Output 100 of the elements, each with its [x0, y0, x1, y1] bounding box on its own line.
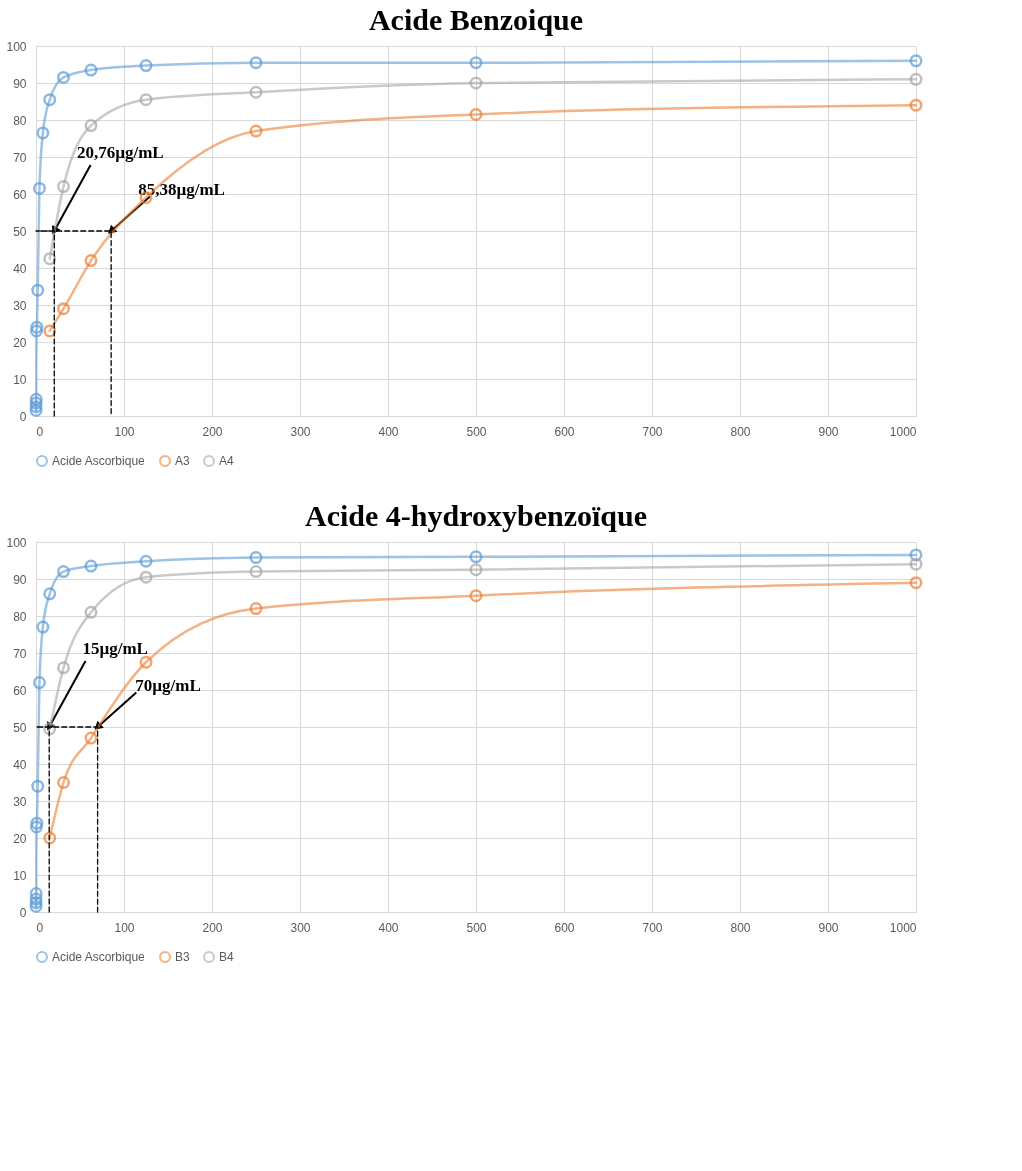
y-tick-label: 90: [13, 572, 27, 587]
x-tick-label: 200: [202, 920, 223, 935]
point: [57, 302, 70, 316]
x-tick-label: 600: [554, 920, 575, 935]
annotation: 85,38µg/mL: [138, 180, 225, 200]
x-tick-label: 900: [818, 920, 839, 935]
y-tick-label: 10: [13, 372, 27, 387]
point: [57, 776, 70, 789]
point: [139, 554, 153, 568]
point: [909, 557, 923, 571]
point: [139, 93, 153, 107]
point: [57, 661, 70, 675]
point: [36, 126, 50, 140]
point: [909, 72, 923, 86]
point: [29, 392, 43, 406]
x-tick-label: 0: [36, 920, 44, 935]
point: [909, 98, 923, 112]
point: [43, 587, 57, 601]
x-tick-label: 500: [466, 424, 487, 439]
x-tick-label: 100: [114, 920, 135, 935]
y-tick-label: 100: [6, 535, 27, 550]
point: [57, 70, 70, 84]
point: [249, 124, 263, 138]
x-tick-label: 800: [730, 424, 751, 439]
annotation: 70µg/mL: [135, 676, 201, 696]
point: [469, 76, 483, 90]
x-tick-label: 700: [642, 424, 663, 439]
point: [30, 320, 44, 334]
y-tick-label: 70: [13, 150, 27, 165]
legend-label: B4: [219, 950, 234, 964]
y-tick-label: 100: [6, 39, 27, 54]
point: [469, 589, 483, 603]
point: [36, 620, 50, 634]
y-tick-label: 50: [13, 224, 27, 239]
point: [84, 731, 98, 745]
annotation: 15µg/mL: [82, 639, 148, 659]
x-tick-label: 700: [642, 920, 663, 935]
y-tick-label: 80: [13, 113, 27, 128]
y-tick-label: 0: [19, 905, 27, 920]
point: [139, 570, 153, 584]
point: [469, 563, 483, 577]
point: [139, 59, 153, 73]
y-tick-label: 30: [13, 794, 27, 809]
point: [32, 676, 46, 690]
point: [29, 887, 43, 900]
point: [29, 324, 43, 338]
x-tick-label: 1000: [889, 424, 917, 439]
y-tick-label: 30: [13, 298, 27, 313]
x-tick-label: 600: [554, 424, 575, 439]
y-tick-label: 20: [13, 335, 27, 350]
point: [43, 93, 57, 107]
y-tick-label: 70: [13, 646, 27, 661]
point: [84, 254, 98, 268]
x-tick-label: 0: [36, 424, 44, 439]
point: [29, 820, 43, 834]
point: [43, 831, 57, 845]
x-tick-label: 800: [730, 920, 751, 935]
point: [469, 56, 483, 70]
point: [30, 816, 44, 830]
point: [469, 550, 483, 564]
x-tick-label: 1000: [889, 920, 917, 935]
point: [909, 576, 923, 590]
point: [469, 107, 483, 121]
y-tick-label: 90: [13, 76, 27, 91]
legend-label: B3: [175, 950, 190, 964]
annotation: 20,76µg/mL: [76, 143, 164, 163]
point: [249, 602, 263, 616]
y-tick-label: 40: [13, 757, 27, 772]
y-tick-label: 40: [13, 261, 27, 276]
point: [84, 559, 98, 573]
x-tick-label: 200: [202, 424, 223, 439]
point: [249, 551, 263, 565]
x-tick-label: 100: [114, 424, 135, 439]
x-tick-label: 400: [378, 920, 399, 935]
y-tick-label: 60: [13, 187, 27, 202]
legend-label: A4: [219, 454, 234, 468]
chart-title: Acide 4-hydroxybenzoïque: [305, 499, 647, 532]
x-tick-label: 900: [818, 424, 839, 439]
x-tick-label: 300: [290, 920, 311, 935]
legend-label: A3: [175, 454, 190, 468]
x-tick-label: 300: [290, 424, 311, 439]
legend-label: Acide Ascorbique: [52, 454, 146, 468]
point: [32, 181, 46, 195]
x-tick-label: 500: [466, 920, 487, 935]
point: [84, 63, 98, 77]
y-tick-label: 50: [13, 720, 27, 735]
legend-label: Acide Ascorbique: [52, 950, 146, 964]
point: [249, 56, 263, 70]
point: [31, 779, 45, 793]
y-tick-label: 80: [13, 609, 27, 624]
point: [57, 565, 70, 579]
y-tick-label: 0: [19, 409, 27, 424]
y-tick-label: 60: [13, 683, 27, 698]
point: [84, 605, 98, 619]
chart-title: Acide Benzoique: [368, 3, 584, 36]
point: [57, 180, 70, 194]
y-tick-label: 10: [13, 868, 27, 883]
point: [249, 565, 263, 579]
point: [84, 119, 98, 133]
x-tick-label: 400: [378, 424, 399, 439]
